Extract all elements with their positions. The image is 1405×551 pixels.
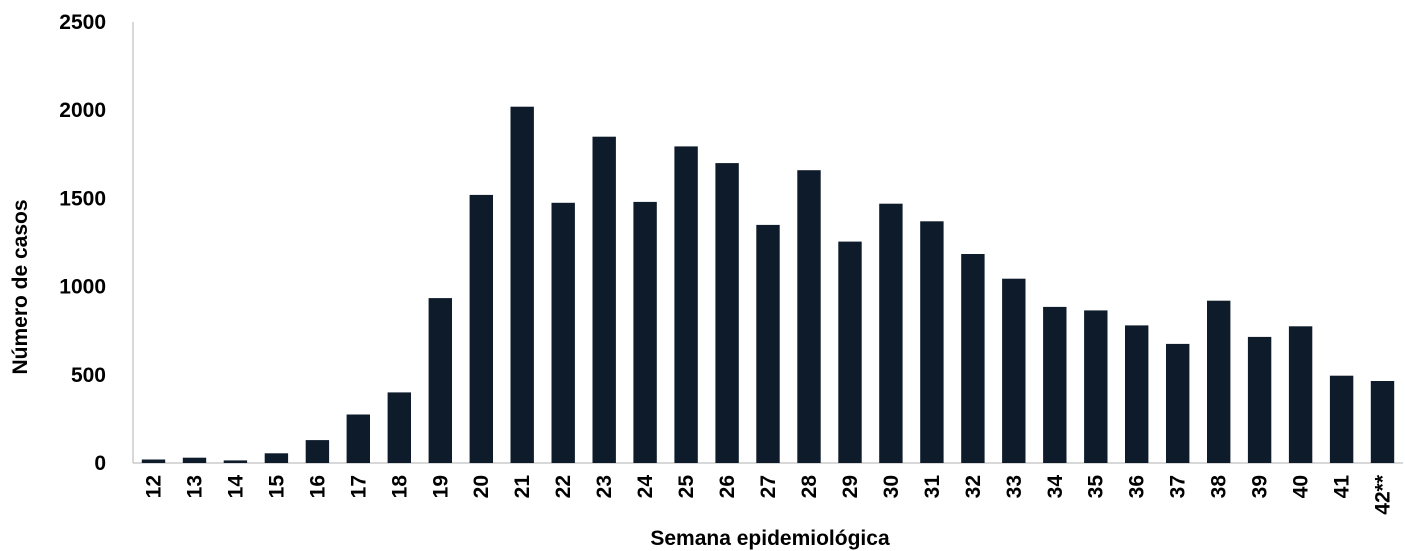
x-tick-label: 36 xyxy=(1126,475,1149,498)
x-tick-label: 19 xyxy=(429,475,452,498)
x-tick-label: 14 xyxy=(224,475,247,499)
bar xyxy=(1370,381,1395,463)
x-tick-label: 30 xyxy=(880,475,903,498)
x-tick-label: 28 xyxy=(798,475,821,499)
x-tick-label: 33 xyxy=(1003,475,1026,498)
x-tick-label: 40 xyxy=(1290,475,1313,498)
bar xyxy=(1288,326,1313,463)
x-tick-label: 37 xyxy=(1167,475,1190,498)
x-tick-label: 25 xyxy=(675,475,698,499)
x-tick-label: 23 xyxy=(593,475,616,498)
x-tick-label: 39 xyxy=(1249,475,1272,498)
bar xyxy=(264,453,289,463)
x-tick-label: 20 xyxy=(470,475,493,498)
x-tick-label: 13 xyxy=(184,475,207,498)
x-tick-label: 31 xyxy=(921,475,944,499)
x-tick-label: 18 xyxy=(388,475,411,499)
x-axis-ticks: 12 13 14 15 16 17 18 19 20 21 22 23 24 25 26 27 28 29 30 31… xyxy=(143,474,1395,515)
x-tick-label: 21 xyxy=(511,475,534,499)
y-axis-ticks: 0 500 1000 1500 2000 2500 xyxy=(59,11,106,475)
x-tick-label: 34 xyxy=(1044,475,1067,499)
x-tick-label: 12 xyxy=(143,475,166,498)
bar xyxy=(141,459,166,463)
x-tick-label: 16 xyxy=(306,475,329,498)
y-tick-label: 1500 xyxy=(59,187,106,210)
bar xyxy=(1002,278,1026,463)
bar xyxy=(797,170,821,463)
bar xyxy=(305,440,330,463)
bar xyxy=(1329,375,1354,463)
y-tick-label: 2500 xyxy=(59,11,106,34)
bar xyxy=(182,457,207,463)
x-tick-label: 15 xyxy=(265,475,288,499)
x-axis-title: Semana epidemiológica xyxy=(650,527,890,550)
y-tick-label: 2000 xyxy=(59,99,106,122)
bar xyxy=(961,254,985,463)
bar xyxy=(879,203,903,463)
x-tick-label: 42** xyxy=(1372,474,1395,515)
x-tick-label: 24 xyxy=(634,475,657,499)
bars xyxy=(141,106,1395,464)
x-tick-label: 27 xyxy=(757,475,780,498)
y-tick-label: 1000 xyxy=(59,276,106,299)
bar xyxy=(428,298,452,463)
bar xyxy=(1125,325,1149,463)
bar xyxy=(1247,336,1272,463)
x-tick-label: 35 xyxy=(1085,475,1108,499)
bar xyxy=(756,224,780,463)
bar xyxy=(920,221,944,463)
bar xyxy=(633,201,657,463)
x-tick-label: 41 xyxy=(1331,475,1354,499)
x-tick-label: 17 xyxy=(347,475,370,498)
bar xyxy=(223,460,248,463)
x-tick-label: 29 xyxy=(839,475,862,498)
bar xyxy=(551,202,575,464)
bar xyxy=(387,392,411,463)
bar xyxy=(674,146,698,463)
bar xyxy=(469,194,493,463)
x-tick-label: 38 xyxy=(1208,475,1231,499)
x-tick-label: 22 xyxy=(552,475,575,498)
bar xyxy=(1166,343,1190,463)
x-tick-label: 32 xyxy=(962,475,985,498)
y-tick-label: 500 xyxy=(71,364,106,387)
bar xyxy=(838,241,862,463)
x-tick-label: 26 xyxy=(716,475,739,498)
bar xyxy=(1043,306,1067,463)
bar xyxy=(592,136,616,463)
y-tick-label: 0 xyxy=(94,452,106,475)
bar xyxy=(346,414,370,463)
bar xyxy=(715,163,739,463)
y-axis-title: Número de casos xyxy=(9,199,32,374)
bar xyxy=(1084,310,1108,463)
bar xyxy=(1207,300,1231,463)
bar xyxy=(510,106,534,463)
